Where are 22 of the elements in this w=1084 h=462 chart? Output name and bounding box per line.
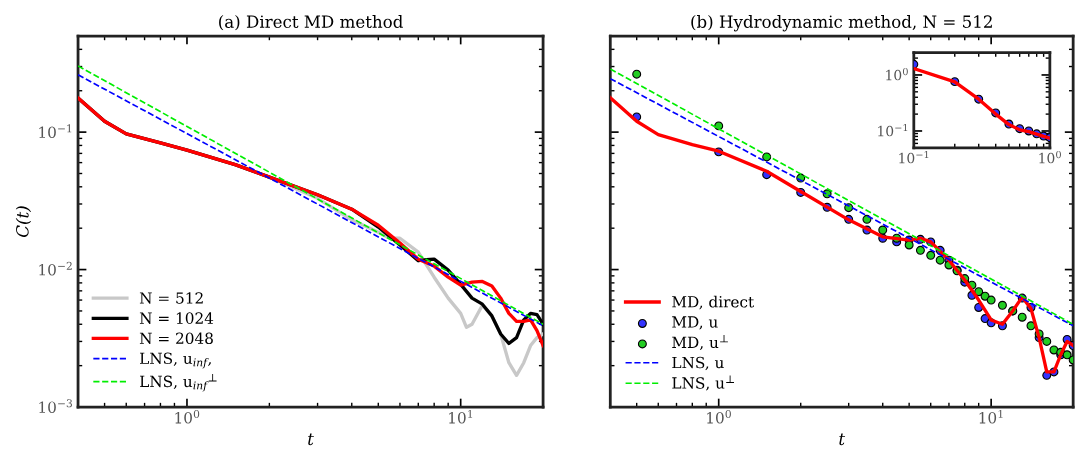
legend-label: N = 512 <box>139 292 203 304</box>
y-tick-label: 10$^{−1}$ <box>39 124 72 139</box>
legend-label: LNS, u$_{inf}$, <box>140 352 211 369</box>
x-axis-title: t <box>308 433 314 446</box>
legend-label: LNS, u$^{⊥}$ <box>672 375 734 391</box>
y-axis-title: C(t) <box>15 206 32 237</box>
chart-title: (b) Hydrodynamic method, N = 512 <box>691 15 992 32</box>
chart-title: (a) Direct MD method <box>219 15 403 31</box>
legend-label: LNS, u <box>672 356 724 371</box>
y-tick-label: 10$^{−2}$ <box>39 261 72 276</box>
legend-label: MD, direct <box>672 295 755 310</box>
legend-label: MD, u$^{⊥}$ <box>672 334 728 350</box>
x-tick-label: 10$^{0}$ <box>175 409 200 424</box>
x-axis-title: t <box>839 433 846 446</box>
x-tick-label: 10$^{0}$ <box>707 409 731 424</box>
x-tick-label: 10$^{1}$ <box>449 409 473 424</box>
legend-label: N = 2048 <box>139 332 213 345</box>
y-tick-label: 10$^{−3}$ <box>39 399 72 413</box>
legend-label: N = 1024 <box>139 312 214 324</box>
legend-label: MD, u <box>672 316 718 330</box>
x-tick-label: 10$^{1}$ <box>979 409 1003 424</box>
legend-label: LNS, u$_{inf}$$^{⊥}$ <box>140 374 217 392</box>
